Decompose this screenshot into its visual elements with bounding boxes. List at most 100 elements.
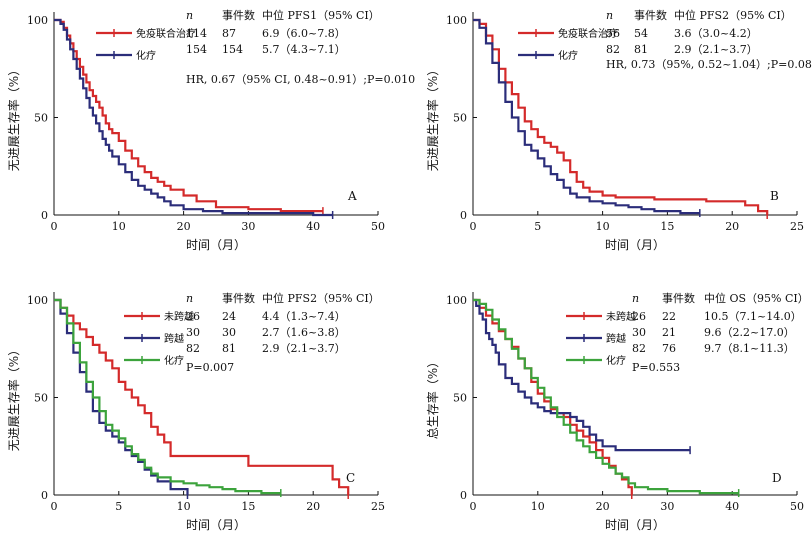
panel-label: B (770, 189, 779, 203)
legend-label: 化疗 (164, 354, 184, 367)
x-tick-label: 20 (596, 500, 610, 513)
y-tick-label: 50 (453, 112, 467, 125)
x-tick-label: 20 (177, 220, 191, 233)
table-header-n: n (606, 9, 613, 22)
panel-label: D (772, 471, 782, 485)
x-tick-label: 5 (115, 500, 122, 513)
table-cell: 5.7（4.3~7.1） (262, 43, 346, 56)
x-axis-label: 时间（月） (605, 238, 665, 252)
y-tick-label: 50 (34, 112, 48, 125)
x-axis-label: 时间（月） (186, 238, 246, 252)
table-cell: 30 (186, 326, 200, 339)
table-cell: 10.5（7.1~14.0） (704, 310, 802, 323)
table-cell: 4.4（1.3~7.4） (262, 310, 346, 323)
table-cell: 154 (222, 43, 243, 56)
x-axis-label: 时间（月） (186, 518, 246, 532)
x-tick-label: 30 (660, 500, 674, 513)
stats-footnote: HR, 0.67（95% CI, 0.48~0.91）;P=0.010 (186, 73, 415, 86)
table-header-n: n (632, 292, 639, 305)
x-tick-label: 0 (470, 220, 477, 233)
legend-label: 化疗 (606, 354, 626, 367)
y-axis-label: 无进展生存率（%） (6, 344, 21, 451)
table-cell: 21 (662, 326, 676, 339)
x-tick-label: 0 (51, 500, 58, 513)
x-tick-label: 10 (531, 500, 545, 513)
table-cell: 2.9（2.1~3.7） (262, 342, 346, 355)
x-tick-label: 20 (725, 220, 739, 233)
table-cell: 82 (632, 342, 646, 355)
table-header: 事件数 (634, 9, 667, 22)
y-tick-label: 50 (34, 392, 48, 405)
table-cell: 24 (222, 310, 236, 323)
table-cell: 30 (632, 326, 646, 339)
x-tick-label: 50 (790, 500, 804, 513)
x-tick-label: 25 (790, 220, 804, 233)
legend-label: 化疗 (136, 49, 156, 62)
y-tick-label: 0 (41, 209, 48, 222)
table-cell: 2.7（1.6~3.8） (262, 326, 346, 339)
x-tick-label: 10 (596, 220, 610, 233)
series-line (473, 20, 700, 213)
table-cell: 82 (186, 342, 200, 355)
table-cell: 26 (632, 310, 646, 323)
table-cell: 9.6（2.2~17.0） (704, 326, 795, 339)
stats-footnote: P=0.553 (632, 361, 680, 374)
table-cell: 87 (222, 27, 236, 40)
table-cell: 82 (606, 43, 620, 56)
y-tick-label: 0 (460, 489, 467, 502)
table-cell: 54 (634, 27, 648, 40)
x-tick-label: 10 (112, 220, 126, 233)
table-cell: 26 (186, 310, 200, 323)
x-tick-label: 50 (371, 220, 385, 233)
x-tick-label: 10 (177, 500, 191, 513)
x-axis-label: 时间（月） (605, 518, 665, 532)
table-cell: 3.6（3.0~4.2） (674, 27, 758, 40)
table-header-n: n (186, 292, 193, 305)
table-cell: 6.9（6.0~7.8） (262, 27, 346, 40)
table-cell: 30 (222, 326, 236, 339)
km-figure: 0 10 20 30 40 50050100时间（月）无进展生存率（%）免疫联合治疗化疗n… (0, 0, 812, 535)
series-line (473, 300, 739, 493)
table-cell: 81 (222, 342, 236, 355)
table-header: 事件数 (662, 292, 695, 305)
y-axis-label: 无进展生存率（%） (425, 64, 440, 171)
table-header: 中位 PFS2（95% CI） (262, 291, 380, 305)
x-tick-label: 40 (725, 500, 739, 513)
table-header: 中位 OS（95% CI） (704, 291, 809, 305)
x-tick-label: 15 (660, 220, 674, 233)
table-cell: 2.9（2.1~3.7） (674, 43, 758, 56)
x-tick-label: 5 (534, 220, 541, 233)
x-tick-label: 40 (306, 220, 320, 233)
series-line (54, 300, 281, 493)
x-tick-label: 25 (371, 500, 385, 513)
x-tick-label: 20 (306, 500, 320, 513)
legend-label: 跨越 (164, 332, 184, 345)
table-header: 事件数 (222, 9, 255, 22)
table-cell: 154 (186, 43, 207, 56)
table-cell: 9.7（8.1~11.3） (704, 342, 795, 355)
table-cell: 56 (606, 27, 620, 40)
table-header: 中位 PFS1（95% CI） (262, 8, 380, 22)
stats-footnote: P=0.007 (186, 361, 234, 374)
panel-label: C (346, 471, 355, 485)
y-tick-label: 100 (446, 294, 467, 307)
y-tick-label: 50 (453, 392, 467, 405)
y-axis-label: 无进展生存率（%） (6, 64, 21, 171)
x-tick-label: 0 (470, 500, 477, 513)
y-tick-label: 100 (446, 14, 467, 27)
y-tick-label: 0 (460, 209, 467, 222)
figure-root: 0 10 20 30 40 50 0 50 100 时间（月） 无进展生存率（%） 免疫联合治疗 化疗 n… (0, 0, 812, 535)
legend-label: 化疗 (558, 49, 578, 62)
table-header: 事件数 (222, 292, 255, 305)
series-line (473, 300, 632, 495)
y-tick-label: 0 (41, 489, 48, 502)
table-cell: 22 (662, 310, 676, 323)
table-cell: 81 (634, 43, 648, 56)
x-tick-label: 0 (51, 220, 58, 233)
x-tick-label: 15 (241, 500, 255, 513)
table-cell: 114 (186, 27, 207, 40)
